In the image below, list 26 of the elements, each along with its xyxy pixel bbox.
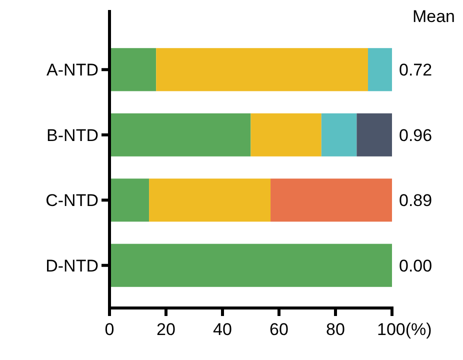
y-tick-label: B-NTD — [46, 126, 98, 145]
text: 0.89 — [399, 191, 432, 210]
y-tick-label: C-NTD — [46, 191, 98, 210]
bar — [156, 48, 368, 92]
bar — [149, 178, 271, 222]
y-tick-label: A-NTD — [46, 60, 98, 80]
bar — [368, 48, 392, 92]
x-tick-label: 20 — [156, 320, 176, 339]
text: 0.00 — [399, 256, 432, 276]
x-tick-label: 0 — [104, 320, 114, 339]
bar — [110, 178, 150, 222]
bar — [110, 244, 392, 287]
y-tick-label: D-NTD — [46, 256, 98, 276]
bar — [110, 48, 156, 92]
bar — [321, 113, 357, 156]
bar — [250, 113, 322, 156]
x-tick-label: 100(%) — [377, 320, 432, 339]
bar — [356, 113, 392, 156]
x-tick-label: 60 — [270, 320, 288, 339]
text: 0.72 — [399, 60, 432, 80]
text: 0.96 — [399, 126, 432, 145]
bar — [110, 113, 251, 156]
text: Mean — [412, 7, 455, 26]
x-tick-label: 40 — [213, 320, 232, 339]
x-tick-label: 80 — [326, 320, 345, 339]
bar — [270, 178, 392, 222]
